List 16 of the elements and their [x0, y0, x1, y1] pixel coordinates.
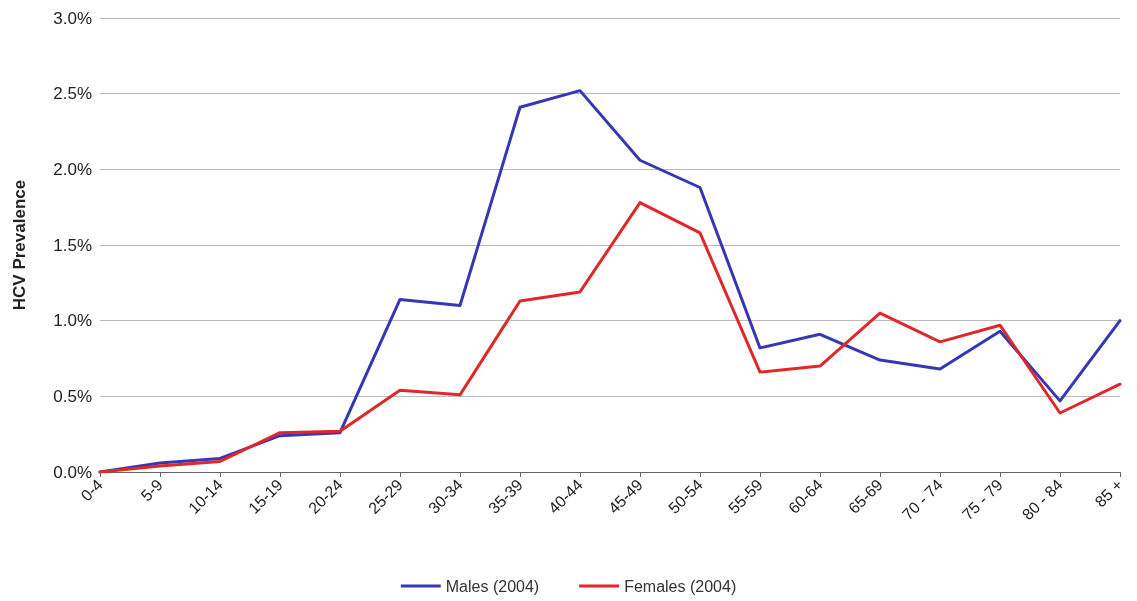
- y-tick-label: 1.5%: [53, 235, 92, 255]
- y-tick-label: 1.0%: [53, 311, 92, 331]
- y-tick-label: 0.0%: [53, 462, 92, 482]
- x-tick-label: 80 - 84: [1018, 475, 1067, 524]
- y-tick-label: 2.5%: [53, 84, 92, 104]
- x-tick-label: 70 - 74: [898, 475, 947, 524]
- y-tick-label: 3.0%: [53, 8, 92, 28]
- x-tick-label: 85 +: [1091, 475, 1127, 511]
- legend-label: Females (2004): [624, 577, 737, 595]
- x-tick-label: 5-9: [137, 475, 167, 505]
- y-tick-label: 2.0%: [53, 159, 92, 179]
- y-tick-label: 0.5%: [53, 386, 92, 406]
- x-tick-label: 75 - 79: [958, 475, 1007, 524]
- line-series: [98, 201, 1122, 474]
- legend-label: Males (2004): [445, 577, 540, 595]
- y-axis-title: HCV Prevalence: [10, 179, 29, 311]
